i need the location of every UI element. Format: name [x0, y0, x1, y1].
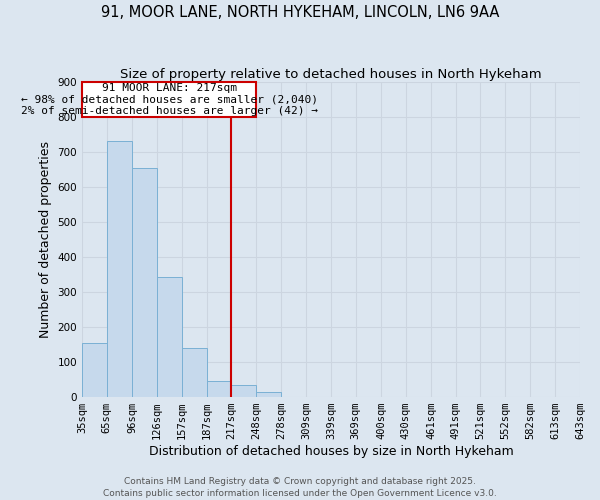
- Text: 91 MOOR LANE: 217sqm
← 98% of detached houses are smaller (2,040)
2% of semi-det: 91 MOOR LANE: 217sqm ← 98% of detached h…: [21, 82, 318, 116]
- Bar: [231, 386, 256, 396]
- Title: Size of property relative to detached houses in North Hykeham: Size of property relative to detached ho…: [120, 68, 542, 80]
- Bar: [206, 381, 231, 396]
- Bar: [132, 168, 157, 396]
- X-axis label: Distribution of detached houses by size in North Hykeham: Distribution of detached houses by size …: [149, 444, 514, 458]
- Y-axis label: Number of detached properties: Number of detached properties: [39, 140, 52, 338]
- Bar: [157, 277, 182, 396]
- Bar: [82, 344, 107, 396]
- Bar: [256, 392, 281, 396]
- Bar: [182, 348, 206, 397]
- Text: Contains HM Land Registry data © Crown copyright and database right 2025.
Contai: Contains HM Land Registry data © Crown c…: [103, 476, 497, 498]
- Bar: [107, 141, 132, 397]
- FancyBboxPatch shape: [82, 82, 256, 116]
- Text: 91, MOOR LANE, NORTH HYKEHAM, LINCOLN, LN6 9AA: 91, MOOR LANE, NORTH HYKEHAM, LINCOLN, L…: [101, 5, 499, 20]
